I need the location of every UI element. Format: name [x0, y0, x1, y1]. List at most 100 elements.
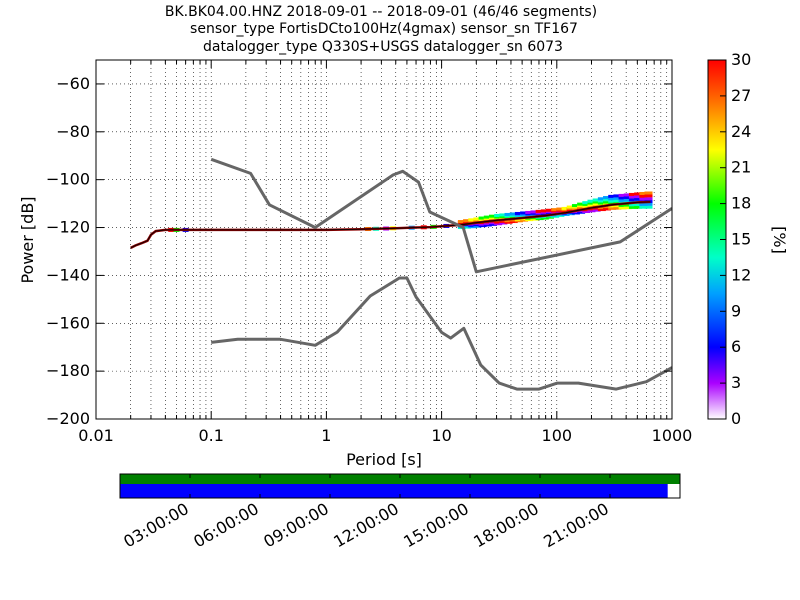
grid: [95, 60, 672, 419]
psd-bin: [628, 195, 637, 199]
psd-bin: [592, 198, 601, 202]
colorbar-tick-label: 18: [731, 194, 751, 213]
psd-bin: [509, 215, 518, 219]
psd-bin: [582, 201, 591, 205]
psd-mode-core-line: [130, 201, 651, 249]
x-tick-label: 1: [321, 426, 331, 445]
new-high-noise-model-line: [210, 157, 672, 274]
psd-bin: [644, 194, 653, 198]
psd-bin: [494, 217, 503, 221]
colorbar-tick-label: 30: [731, 50, 751, 69]
psd-bin: [514, 211, 523, 215]
psd-bin: [504, 216, 513, 220]
colorbar-tick-label: 21: [731, 158, 751, 177]
colorbar-tick-label: 15: [731, 230, 751, 249]
colorbar-tick-label: 6: [731, 337, 741, 356]
psd-bin: [582, 202, 591, 206]
psd-bin: [618, 203, 627, 207]
psd-bin: [504, 212, 513, 216]
psd-bin: [592, 208, 601, 212]
title-line-3: datalogger_type Q330S+USGS datalogger_sn…: [203, 39, 563, 55]
psd-bin: [623, 203, 632, 207]
psd-bin: [488, 222, 497, 226]
data-coverage-timeline: 03:00:0006:00:0009:00:0012:00:0015:00:00…: [119, 473, 681, 551]
psd-bin: [639, 194, 648, 198]
colorbar-tick-label: 3: [731, 373, 741, 392]
psd-bin: [488, 217, 497, 221]
axis-ticks: −200 −180 −160 −140 −120 −100 −80 −60 0.01 0.1 1 10…: [46, 60, 692, 445]
y-tick-label: −180: [46, 361, 90, 380]
psd-bin: [504, 219, 513, 223]
psd-bin: [535, 209, 544, 213]
data-availability-bar: [120, 484, 668, 498]
psd-bin: [468, 218, 477, 222]
psd-bin: [488, 221, 497, 225]
psd-bin: [525, 210, 534, 214]
timeline-tick-label: 12:00:00: [330, 499, 402, 551]
x-tick-label: 0.01: [78, 426, 114, 445]
x-tick-label: 10: [431, 426, 451, 445]
psd-bin: [457, 220, 466, 224]
psd-bin: [509, 220, 518, 224]
noise-models: [210, 157, 672, 391]
psd-bin: [478, 216, 487, 220]
y-tick-label: −80: [56, 122, 90, 141]
psd-bin: [582, 204, 591, 208]
psd-bin: [623, 198, 632, 202]
x-tick-label: 0.1: [198, 426, 223, 445]
psd-bin: [628, 205, 637, 209]
psd-bin: [499, 213, 508, 217]
psd-bin: [597, 197, 606, 201]
psd-bin: [634, 197, 643, 201]
psd-bin: [483, 221, 492, 225]
psd-bin: [618, 198, 627, 202]
psd-bin: [618, 196, 627, 200]
psd-bin: [483, 215, 492, 219]
y-tick-label: −160: [46, 313, 90, 332]
psd-bin: [634, 205, 643, 209]
psd-bin: [551, 208, 560, 212]
psd-bin: [628, 203, 637, 207]
psd-bin: [463, 219, 472, 223]
new-low-noise-model-line: [211, 276, 672, 391]
psd-bin: [473, 217, 482, 221]
psd-bin: [608, 194, 617, 198]
psd-bin: [488, 214, 497, 218]
psd-bin: [603, 200, 612, 204]
psd-bin: [509, 213, 518, 217]
psd-bin: [618, 206, 627, 210]
psd-bin: [561, 206, 570, 210]
x-tick-label: 1000: [652, 426, 693, 445]
psd-bin: [613, 194, 622, 198]
psd-bin: [618, 193, 627, 197]
psd-bin: [628, 192, 637, 196]
psd-bin: [644, 197, 653, 201]
psd-bin: [634, 192, 643, 196]
psd-bin: [530, 210, 539, 214]
psd-bin: [478, 224, 487, 228]
psd-bin: [592, 202, 601, 206]
psd-bin: [639, 205, 648, 209]
psd-bin: [494, 222, 503, 226]
psd-bin: [577, 205, 586, 209]
title-line-2: sensor_type FortisDCto100Hz(4gmax) senso…: [190, 21, 578, 37]
timeline-tick-label: 21:00:00: [540, 499, 612, 551]
psd-bin: [608, 197, 617, 201]
psd-bin: [644, 202, 653, 206]
psd-bin: [587, 199, 596, 203]
psd-bin: [540, 209, 549, 213]
psd-bin: [608, 206, 617, 210]
psd-bin: [504, 214, 513, 218]
psd-bin: [478, 222, 487, 226]
psd-bin: [577, 202, 586, 206]
psd-bin: [634, 195, 643, 199]
psd-histogram: [130, 191, 653, 250]
psd-bin: [499, 216, 508, 220]
colorbar-tick-label: 12: [731, 265, 751, 284]
psd-bin: [587, 209, 596, 213]
psd-bin: [623, 206, 632, 210]
y-tick-label: −140: [46, 265, 90, 284]
psd-bin: [597, 199, 606, 203]
psd-bin: [571, 204, 580, 208]
